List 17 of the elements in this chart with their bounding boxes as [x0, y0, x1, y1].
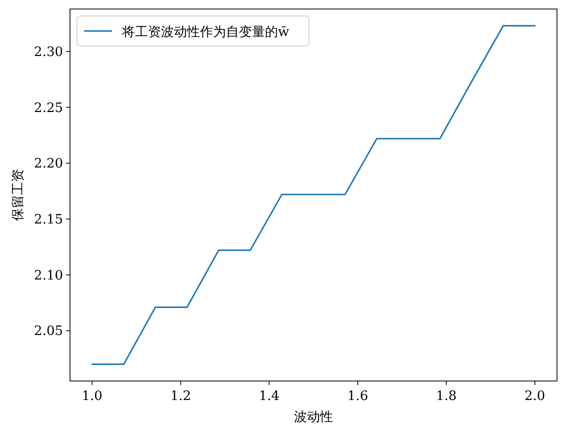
line-series: [91, 25, 536, 365]
y-tick-label: 2.20: [34, 156, 63, 172]
x-tick-label: 1.6: [347, 389, 368, 404]
x-tick-label: 1.0: [82, 389, 102, 404]
legend-label: 将工资波动性作为自变量的w̄: [121, 25, 290, 40]
y-tick-label: 2.30: [34, 44, 63, 60]
y-axis-title: 保留工资: [11, 169, 26, 221]
x-axis-title: 波动性: [294, 410, 333, 425]
y-tick-label: 2.25: [34, 100, 63, 116]
y-tick-label: 2.15: [34, 212, 63, 228]
x-tick-label: 1.2: [170, 389, 192, 404]
legend: 将工资波动性作为自变量的w̄: [76, 16, 310, 46]
y-tick-label: 2.05: [34, 324, 63, 340]
x-tick-label: 1.4: [258, 389, 280, 404]
x-tick-label: 1.8: [436, 389, 457, 404]
y-tick-label: 2.10: [34, 268, 63, 284]
x-tick-label: 2.0: [524, 389, 546, 404]
